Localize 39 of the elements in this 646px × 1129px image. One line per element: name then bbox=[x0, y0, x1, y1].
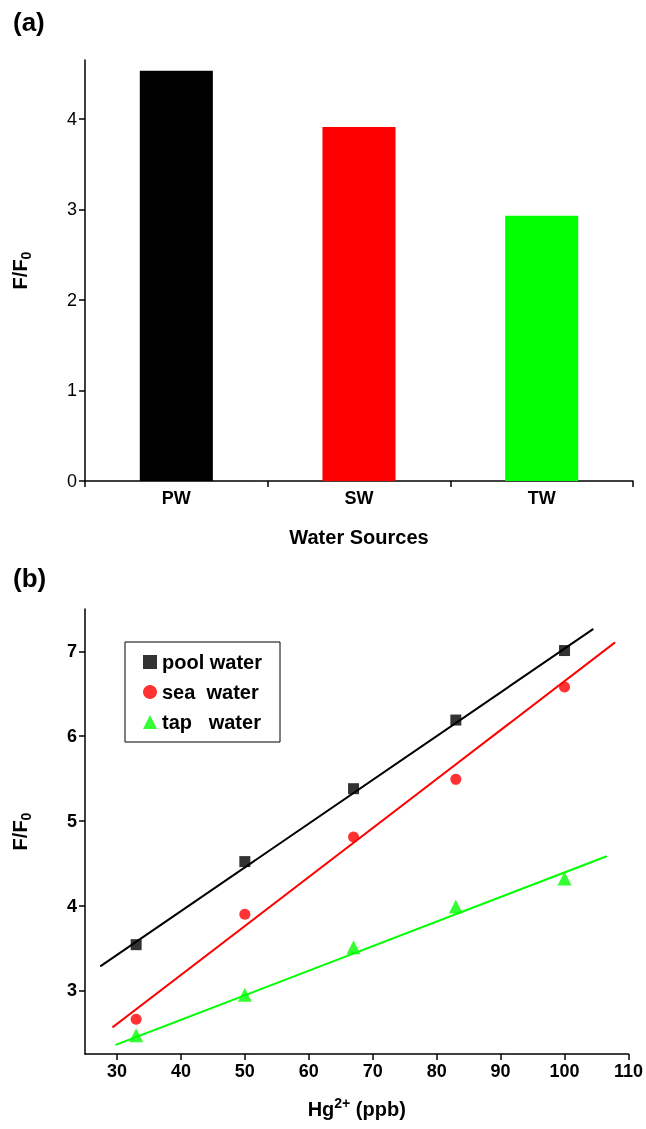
y-axis-title: F/F0 bbox=[9, 251, 34, 290]
x-tick-label: 30 bbox=[106, 1061, 127, 1081]
y-axis-title: F/F0 bbox=[9, 812, 34, 851]
bar bbox=[505, 215, 579, 481]
x-tick-label: 60 bbox=[298, 1061, 319, 1081]
chart-title: (b) bbox=[13, 563, 47, 593]
legend-label: pool water bbox=[162, 651, 263, 673]
legend-label: tap water bbox=[162, 711, 262, 733]
x-tick-label: 100 bbox=[549, 1061, 580, 1081]
y-tick-label: 0 bbox=[66, 471, 77, 491]
x-axis-title: Water Sources bbox=[289, 526, 429, 548]
y-tick-label: 5 bbox=[66, 810, 77, 831]
y-tick-label: 3 bbox=[66, 199, 77, 220]
y-tick-label: 6 bbox=[66, 726, 77, 747]
point bbox=[239, 856, 251, 868]
bar bbox=[322, 127, 396, 481]
point bbox=[130, 1013, 142, 1025]
point bbox=[237, 987, 252, 1002]
x-tick-label: TW bbox=[527, 488, 556, 508]
x-tick-label: 70 bbox=[362, 1061, 383, 1081]
legend-label: sea water bbox=[162, 681, 259, 703]
y-tick-label: 4 bbox=[66, 108, 77, 129]
point bbox=[557, 871, 572, 886]
y-tick-label: 7 bbox=[66, 641, 77, 662]
x-tick-label: 40 bbox=[170, 1061, 191, 1081]
point bbox=[239, 908, 251, 920]
y-tick-label: 1 bbox=[66, 380, 77, 401]
point bbox=[448, 899, 463, 914]
point bbox=[450, 773, 462, 785]
x-tick-label: 50 bbox=[234, 1061, 255, 1081]
y-tick-label: 4 bbox=[66, 895, 77, 916]
x-tick-label: 80 bbox=[426, 1061, 447, 1081]
x-tick-label: PW bbox=[161, 488, 191, 508]
x-tick-label: SW bbox=[344, 488, 374, 508]
x-tick-label: 110 bbox=[613, 1061, 643, 1081]
y-tick-label: 2 bbox=[66, 289, 77, 310]
x-tick-label: 90 bbox=[490, 1061, 511, 1081]
chart-title: (a) bbox=[13, 7, 45, 37]
y-tick-label: 3 bbox=[66, 980, 77, 1001]
